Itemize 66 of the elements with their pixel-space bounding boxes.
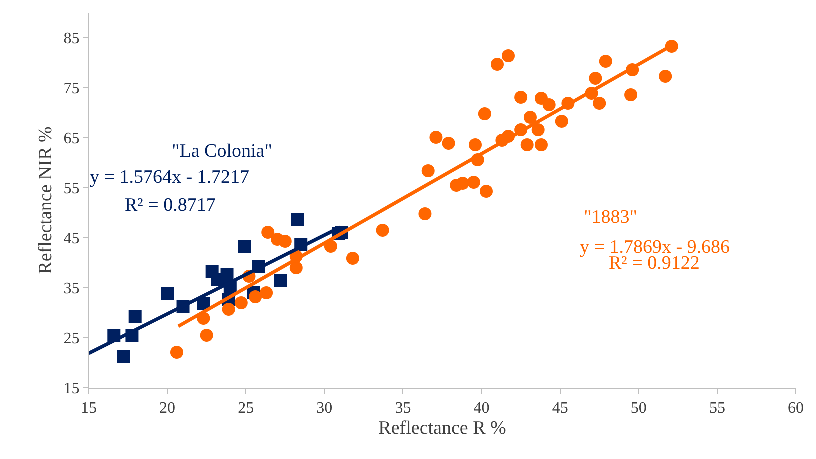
y-tick-label: 65 <box>64 130 80 148</box>
y-tick-label: 85 <box>64 30 80 48</box>
point <box>238 240 252 254</box>
x-tick-label: 50 <box>630 400 647 418</box>
y-axis-title: Reflectance NIR % <box>36 126 57 274</box>
point <box>274 274 288 287</box>
point <box>542 98 556 112</box>
point <box>290 262 303 274</box>
point <box>422 164 435 178</box>
y-tick-label: 55 <box>64 180 80 198</box>
point <box>456 177 470 190</box>
x-tick-label: 55 <box>709 400 726 418</box>
point <box>599 55 612 68</box>
y-tick-label: 45 <box>64 230 80 248</box>
text: "La Colonia" <box>172 141 272 162</box>
point <box>278 235 292 248</box>
annotation: R² = 0.8717 <box>125 195 216 216</box>
point <box>200 329 214 342</box>
x-tick-label: 25 <box>238 400 254 418</box>
annotation: y = 1.5764x - 1.7217 <box>90 167 250 188</box>
point <box>161 288 174 300</box>
point <box>468 138 482 152</box>
x-tick-label: 40 <box>474 400 490 418</box>
point <box>117 350 130 364</box>
point <box>659 70 672 83</box>
y-tick-label: 25 <box>64 330 80 348</box>
point <box>624 88 638 102</box>
x-tick-label: 15 <box>81 400 97 418</box>
annotation: R² = 0.9122 <box>609 253 700 274</box>
point <box>555 115 568 128</box>
point <box>478 108 492 120</box>
point <box>534 138 548 152</box>
y-tick-label: 35 <box>64 280 80 298</box>
x-axis-title: Reflectance R % <box>378 418 506 439</box>
point <box>480 185 493 198</box>
x-tick-label: 60 <box>788 400 804 418</box>
y-tick-label: 75 <box>64 80 80 98</box>
point <box>467 176 480 189</box>
point <box>170 346 184 359</box>
point <box>222 303 236 316</box>
x-tick-label: 45 <box>552 400 568 418</box>
point <box>593 97 606 110</box>
x-tick-label: 35 <box>395 400 412 418</box>
x-tick-label: 20 <box>160 400 176 418</box>
point <box>532 124 545 136</box>
point <box>249 290 262 304</box>
point <box>234 296 248 310</box>
point <box>442 137 456 150</box>
point <box>376 224 390 237</box>
text: "1883" <box>584 207 638 228</box>
point <box>520 138 534 152</box>
point <box>220 268 234 281</box>
point <box>291 213 304 226</box>
point <box>430 131 443 144</box>
point <box>262 226 275 239</box>
point <box>418 208 432 220</box>
y-tick-label: 15 <box>64 380 80 398</box>
point <box>128 310 142 324</box>
x-tick-label: 30 <box>316 400 333 418</box>
point <box>514 91 528 104</box>
point <box>346 252 360 265</box>
point <box>502 50 515 62</box>
point <box>589 72 602 85</box>
point <box>260 286 274 300</box>
point <box>524 111 537 124</box>
point <box>490 58 504 71</box>
